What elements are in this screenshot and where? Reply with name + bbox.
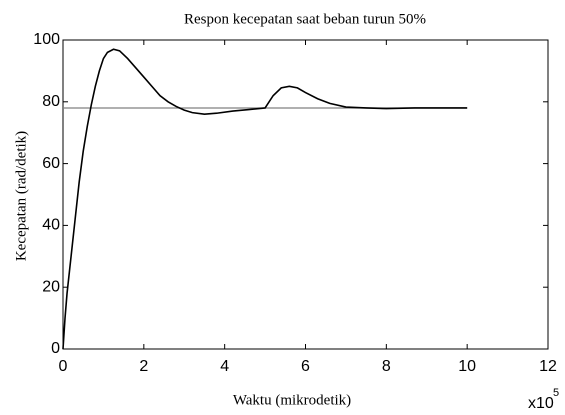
x-axis-label: Waktu (mikrodetik)	[233, 392, 351, 408]
x-tick-label: 2	[139, 358, 148, 375]
plot-area	[62, 39, 549, 350]
x-tick-label: 10	[458, 358, 476, 375]
y-tick-label: 60	[42, 155, 60, 172]
x-tick-label: 6	[301, 358, 310, 375]
x-tick-label: 8	[382, 358, 391, 375]
y-tick-label: 20	[42, 278, 60, 295]
x-tick-label: 12	[539, 358, 557, 375]
data-line	[62, 48, 468, 350]
y-axis-label: Kecepatan (rad/detik)	[13, 131, 29, 261]
y-tick-label: 80	[42, 93, 60, 110]
y-tick-label: 100	[33, 31, 60, 48]
chart-title: Respon kecepatan saat beban turun 50%	[184, 11, 426, 27]
x-multiplier: x10	[528, 395, 554, 412]
x-exponent: 5	[553, 387, 559, 399]
x-tick-label: 4	[220, 358, 229, 375]
y-tick-label: 0	[51, 340, 60, 357]
x-tick-label: 0	[59, 358, 68, 375]
y-tick-label: 40	[42, 217, 60, 234]
